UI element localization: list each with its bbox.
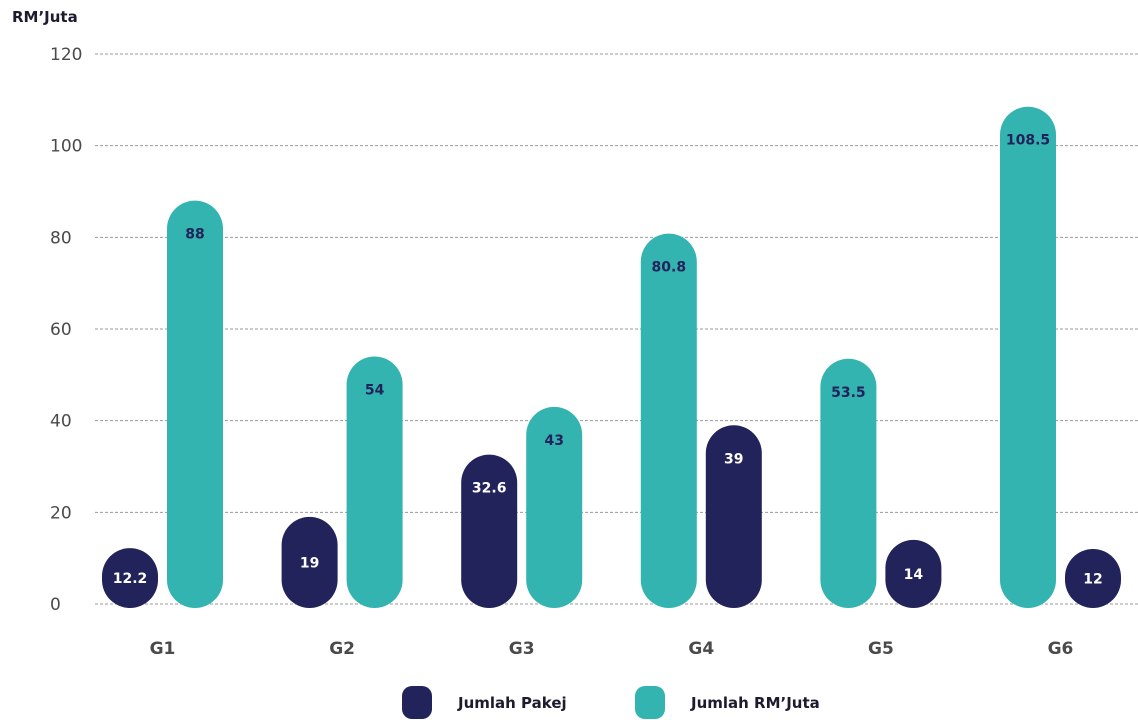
bar-g1-rm-juta [167,200,223,608]
gridlines [95,53,1138,605]
data-label: 80.8 [652,260,687,276]
legend-swatch-rm-juta [635,686,665,719]
y-tick-label: 0 [50,595,61,615]
legend-label-pakej: Jumlah Pakej [457,694,567,712]
data-label: 108.5 [1006,133,1050,149]
bar-g3-pakej [461,454,518,608]
x-tick-label: G2 [329,639,355,659]
x-axis-ticks: G1 G2 G3 G4 G5 G6 [150,639,1074,659]
y-tick-label: 100 [50,137,82,157]
y-tick-label: 60 [50,320,72,340]
data-label: 39 [724,451,743,467]
legend-label-rm-juta: Jumlah RM’Juta [690,694,820,712]
y-tick-label: 40 [50,412,72,432]
bar-g2-pakej [281,516,338,608]
bars: 12.2 88 19 54 32.6 43 80.8 39 53.5 14 108.5 12 [102,106,1121,608]
y-tick-label: 20 [50,503,72,523]
bar-g2-rm-juta [346,356,403,608]
bar-g1-pakej [102,548,158,608]
legend: Jumlah Pakej Jumlah RM’Juta [402,686,820,719]
legend-swatch-pakej [402,686,432,719]
x-tick-label: G3 [509,639,535,659]
bar-g4-rm-juta [640,233,697,608]
data-label: 12 [1083,572,1102,588]
bar-g6-rm-juta [1000,106,1056,608]
y-axis-label: RM’Juta [12,8,78,26]
data-label: 53.5 [831,385,866,401]
y-tick-label: 80 [50,228,72,248]
data-label: 19 [300,555,319,571]
bar-g4-pakej [705,425,762,608]
x-tick-label: G1 [150,639,176,659]
x-tick-label: G4 [688,639,714,659]
data-label: 88 [185,227,204,243]
data-label: 12.2 [113,571,148,587]
data-label: 14 [904,567,924,583]
data-label: 54 [365,383,385,399]
bar-g5-pakej [885,539,942,608]
bar-g6-pakej [1065,549,1121,608]
bar-g3-rm-juta [526,406,583,608]
y-axis-ticks: 0 20 40 60 80 100 120 [50,45,82,615]
x-tick-label: G5 [868,639,894,659]
y-tick-label: 120 [50,45,82,65]
data-label: 32.6 [472,481,507,497]
bar-g5-rm-juta [820,358,877,608]
data-label: 43 [544,433,563,449]
x-tick-label: G6 [1048,639,1074,659]
